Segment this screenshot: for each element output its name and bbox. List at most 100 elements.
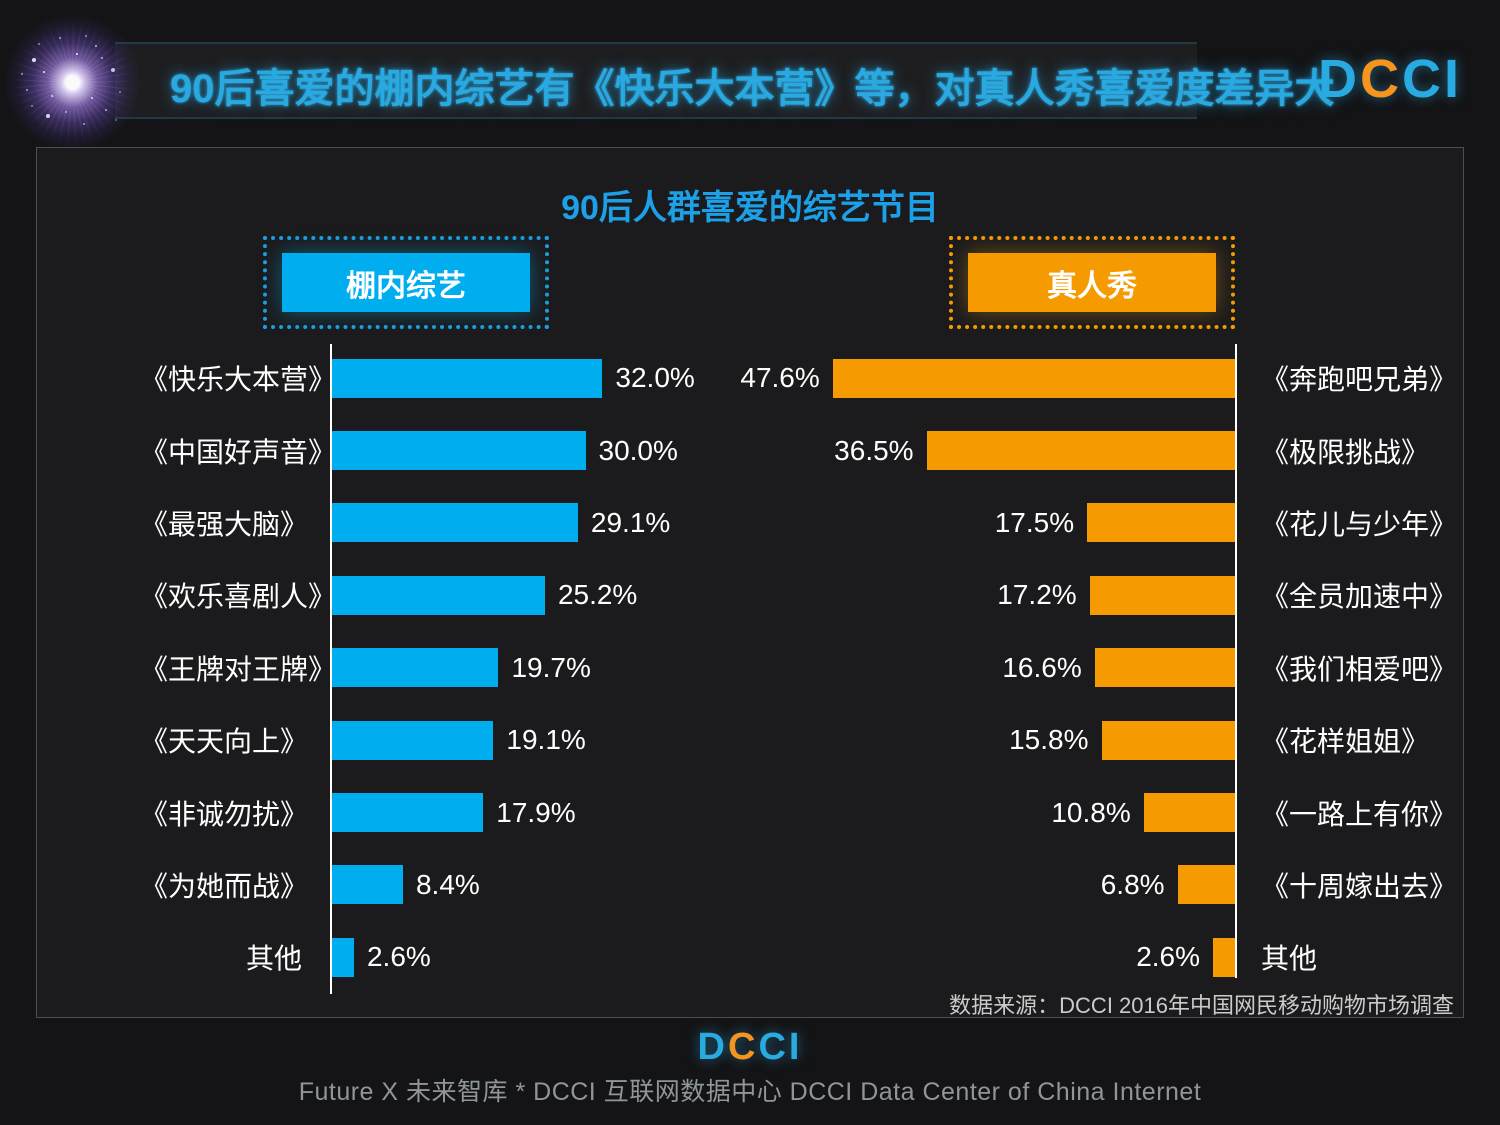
category-label: 《王牌对王牌》 bbox=[140, 653, 337, 685]
value-label: 16.6% bbox=[1002, 651, 1082, 683]
bar bbox=[332, 793, 484, 833]
value-label: 17.5% bbox=[994, 506, 1075, 538]
value-label: 15.8% bbox=[1009, 724, 1089, 756]
bar-zone: 15.8% bbox=[730, 720, 1235, 760]
legend-studio-label: 棚内综艺 bbox=[282, 253, 530, 312]
bar bbox=[1094, 648, 1235, 688]
bar-row: 《天天向上》 19.1% bbox=[140, 704, 725, 776]
bar-row: 17.2% 《全员加速中》 bbox=[730, 559, 1478, 631]
bar-row: 《为她而战》 8.4% bbox=[140, 849, 725, 921]
value-label: 47.6% bbox=[740, 362, 820, 394]
category-label: 其他 bbox=[245, 943, 302, 975]
logo-letter: C bbox=[758, 1026, 789, 1068]
category-label: 《最强大脑》 bbox=[140, 508, 309, 540]
category-label: 《为她而战》 bbox=[140, 870, 309, 902]
value-label: 25.2% bbox=[557, 579, 638, 611]
bar bbox=[332, 937, 354, 977]
bar bbox=[332, 648, 499, 688]
category-label: 《全员加速中》 bbox=[1261, 581, 1458, 613]
bar bbox=[332, 503, 578, 543]
bar bbox=[1087, 503, 1235, 543]
logo-letter: I bbox=[788, 1026, 803, 1068]
value-label: 2.6% bbox=[366, 941, 431, 973]
bar-row: 17.5% 《花儿与少年》 bbox=[730, 487, 1478, 559]
legend-reality-label: 真人秀 bbox=[968, 253, 1216, 312]
value-label: 2.6% bbox=[1136, 941, 1201, 973]
bar-row: 《王牌对王牌》 19.7% bbox=[140, 632, 725, 704]
logo-letter: C bbox=[727, 1026, 759, 1068]
bar-row: 10.8% 《一路上有你》 bbox=[730, 776, 1478, 848]
bar-row: 2.6% 其他 bbox=[730, 921, 1478, 993]
logo-letter: I bbox=[1443, 49, 1462, 109]
bar-row: 其他 2.6% bbox=[140, 921, 725, 993]
bar bbox=[332, 358, 603, 398]
category-label: 《非诚勿扰》 bbox=[140, 798, 309, 830]
bar bbox=[332, 865, 403, 905]
category-label: 《欢乐喜剧人》 bbox=[140, 581, 337, 613]
bar-row: 47.6% 《奔跑吧兄弟》 bbox=[730, 342, 1478, 414]
bar bbox=[926, 431, 1235, 471]
bar-row: 36.5% 《极限挑战》 bbox=[730, 414, 1478, 486]
category-label: 《十周嫁出去》 bbox=[1261, 870, 1458, 902]
category-label: 其他 bbox=[1261, 943, 1318, 975]
bar-zone: 36.5% bbox=[730, 431, 1235, 471]
bar-row: 《中国好声音》 30.0% bbox=[140, 414, 725, 486]
bar-row: 《欢乐喜剧人》 25.2% bbox=[140, 559, 725, 631]
value-label: 10.8% bbox=[1051, 796, 1131, 828]
category-label: 《我们相爱吧》 bbox=[1261, 653, 1458, 685]
category-label: 《天天向上》 bbox=[140, 726, 309, 758]
bar bbox=[332, 431, 586, 471]
logo-letter: D bbox=[697, 1026, 728, 1068]
bar bbox=[332, 720, 494, 760]
left-axis-line bbox=[330, 344, 332, 994]
logo-letter: D bbox=[1317, 49, 1360, 109]
page-title: 90后喜爱的棚内综艺有《快乐大本营》等，对真人秀喜爱度差异大 bbox=[170, 67, 1335, 111]
bar-zone: 17.2% bbox=[730, 575, 1235, 615]
category-label: 《花样姐姐》 bbox=[1261, 726, 1430, 758]
value-label: 8.4% bbox=[415, 868, 480, 900]
legend-reality-show: 真人秀 bbox=[949, 236, 1235, 329]
bar bbox=[1213, 937, 1235, 977]
bar-zone: 16.6% bbox=[730, 648, 1235, 688]
logo-letter: C bbox=[1359, 49, 1402, 109]
reality-show-chart: 47.6% 《奔跑吧兄弟》 36.5% 《极限挑战》 17.5% 《花儿与少年》 17.2%… bbox=[730, 342, 1478, 997]
category-label: 《极限挑战》 bbox=[1261, 436, 1430, 468]
bar-row: 16.6% 《我们相爱吧》 bbox=[730, 632, 1478, 704]
bar-zone: 6.8% bbox=[730, 865, 1235, 905]
starburst-graphic bbox=[5, 15, 140, 150]
value-label: 19.7% bbox=[511, 651, 591, 683]
bar-row: 15.8% 《花样姐姐》 bbox=[730, 704, 1478, 776]
bar-row: 《非诚勿扰》 17.9% bbox=[140, 776, 725, 848]
bar-zone: 10.8% bbox=[730, 793, 1235, 833]
bar-row: 《最强大脑》 29.1% bbox=[140, 487, 725, 559]
category-label: 《一路上有你》 bbox=[1261, 798, 1458, 830]
bar-zone: 47.6% bbox=[730, 358, 1235, 398]
value-label: 30.0% bbox=[598, 434, 678, 466]
bar bbox=[1089, 575, 1235, 615]
right-axis-line bbox=[1235, 344, 1237, 978]
value-label: 19.1% bbox=[506, 724, 586, 756]
bar bbox=[1143, 793, 1235, 833]
category-label: 《花儿与少年》 bbox=[1261, 508, 1458, 540]
category-label: 《中国好声音》 bbox=[140, 436, 337, 468]
dcci-logo: DCCI bbox=[1318, 48, 1462, 110]
category-label: 《快乐大本营》 bbox=[140, 364, 337, 396]
logo-letter: C bbox=[1401, 49, 1444, 109]
data-source-note: 数据来源：DCCI 2016年中国网民移动购物市场调查 bbox=[949, 993, 1454, 1018]
category-label: 《奔跑吧兄弟》 bbox=[1261, 364, 1458, 396]
bar bbox=[832, 358, 1235, 398]
value-label: 6.8% bbox=[1100, 868, 1165, 900]
value-label: 36.5% bbox=[834, 434, 914, 466]
value-label: 32.0% bbox=[615, 362, 695, 394]
bar-row: 6.8% 《十周嫁出去》 bbox=[730, 849, 1478, 921]
bar-zone: 17.5% bbox=[730, 503, 1235, 543]
value-label: 29.1% bbox=[590, 506, 671, 538]
bar bbox=[1177, 865, 1235, 905]
legend-studio-variety: 棚内综艺 bbox=[263, 236, 549, 329]
bar bbox=[332, 575, 545, 615]
chart-title: 90后人群喜爱的综艺节目 bbox=[561, 189, 939, 227]
studio-variety-chart: 《快乐大本营》 32.0% 《中国好声音》 30.0% 《最强大脑》 29.1% 《欢乐喜剧… bbox=[140, 342, 725, 997]
bar-row: 《快乐大本营》 32.0% bbox=[140, 342, 725, 414]
bar-zone: 2.6% bbox=[730, 937, 1235, 977]
